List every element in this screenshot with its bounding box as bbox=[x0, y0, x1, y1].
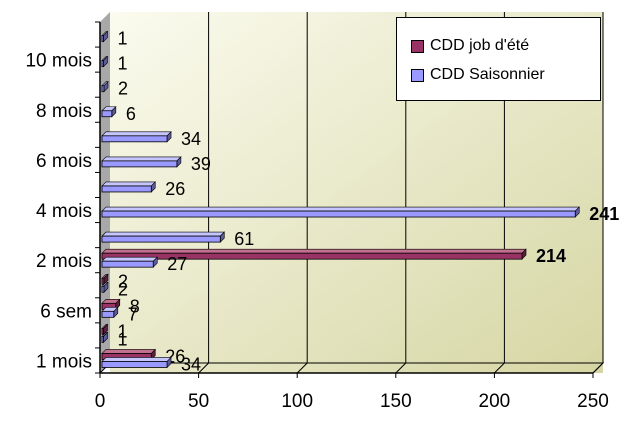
bar-top bbox=[101, 131, 172, 137]
data-label: 61 bbox=[234, 229, 254, 249]
bar bbox=[101, 35, 104, 42]
gridline-floor bbox=[395, 362, 407, 374]
data-label: 2 bbox=[118, 279, 128, 299]
data-label: 214 bbox=[536, 246, 566, 266]
y-tick-label: 6 mois bbox=[36, 151, 92, 172]
data-label: 34 bbox=[181, 129, 201, 149]
bar-top bbox=[101, 349, 156, 354]
data-label: 8 bbox=[130, 296, 140, 316]
bar bbox=[101, 160, 178, 168]
data-label: 241 bbox=[589, 204, 619, 224]
bar bbox=[101, 252, 523, 260]
bar bbox=[101, 110, 113, 118]
data-label: 39 bbox=[191, 154, 211, 174]
x-tick-label: 50 bbox=[188, 391, 209, 412]
bar-top bbox=[101, 206, 580, 212]
data-label: 34 bbox=[181, 354, 201, 374]
bar bbox=[101, 85, 105, 93]
data-label: 26 bbox=[165, 179, 185, 199]
y-tick-label: 10 mois bbox=[25, 51, 92, 72]
legend-label-job-ete: CDD job d'été bbox=[430, 37, 530, 54]
data-label: 27 bbox=[167, 254, 187, 274]
bar bbox=[101, 327, 104, 335]
x-tick-label: 150 bbox=[380, 391, 412, 412]
bar bbox=[101, 361, 168, 368]
legend-swatch-job-ete bbox=[411, 39, 424, 53]
bar bbox=[101, 277, 105, 285]
legend-item-job-ete: CDD job d'été bbox=[411, 36, 529, 56]
legend: CDD job d'été CDD Saisonnier bbox=[396, 17, 601, 101]
y-tick-label: 2 mois bbox=[36, 251, 92, 272]
bar bbox=[101, 60, 104, 68]
data-label: 1 bbox=[118, 321, 128, 341]
bar bbox=[101, 135, 168, 143]
bar-top bbox=[101, 357, 172, 362]
legend-item-saisonnier: CDD Saisonnier bbox=[411, 65, 545, 85]
x-tick-label: 0 bbox=[95, 391, 106, 412]
data-label: 1 bbox=[118, 329, 128, 349]
bar bbox=[101, 210, 576, 218]
gridline-floor bbox=[198, 362, 209, 374]
bar bbox=[101, 260, 154, 268]
data-label: 1 bbox=[118, 54, 128, 74]
legend-swatch-saisonnier bbox=[411, 68, 424, 82]
x-tick-label: 100 bbox=[281, 391, 313, 412]
bar bbox=[101, 310, 115, 318]
data-label: 2 bbox=[118, 79, 128, 99]
bar bbox=[101, 185, 152, 193]
y-tick-label: 8 mois bbox=[36, 101, 92, 122]
bar-top bbox=[101, 156, 182, 162]
data-label: 1 bbox=[118, 29, 128, 49]
bar bbox=[101, 335, 104, 343]
gridline-floor bbox=[296, 362, 308, 374]
bar-top bbox=[101, 256, 158, 262]
y-tick-label: 4 mois bbox=[36, 201, 92, 222]
data-label: 7 bbox=[128, 304, 138, 324]
gridline-floor bbox=[494, 362, 505, 374]
data-label: 6 bbox=[126, 104, 136, 124]
data-label: 2 bbox=[118, 271, 128, 291]
x-tick-label: 250 bbox=[577, 391, 609, 412]
bar bbox=[101, 235, 221, 243]
y-tick-label: 1 mois bbox=[36, 351, 92, 372]
x-tick-label: 200 bbox=[479, 391, 511, 412]
y-tick-label: 6 sem bbox=[40, 301, 92, 322]
bar-top bbox=[101, 181, 156, 187]
legend-label-saisonnier: CDD Saisonnier bbox=[430, 66, 545, 83]
bar bbox=[101, 285, 105, 293]
bar-top bbox=[101, 231, 226, 237]
bar-top bbox=[101, 248, 527, 254]
chart-side-wall bbox=[100, 12, 110, 373]
